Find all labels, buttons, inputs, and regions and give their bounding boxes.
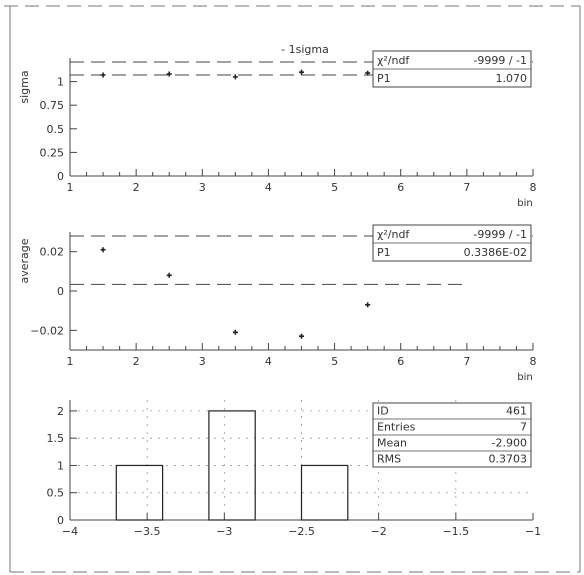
x-tick-label: 5 — [331, 355, 338, 368]
x-axis-label: bin — [517, 198, 532, 209]
x-tick-label: 1 — [67, 355, 74, 368]
histogram-bar — [300, 464, 349, 521]
canvas-frame — [4, 5, 581, 573]
y-tick-label: 0 — [57, 285, 64, 298]
data-point — [365, 70, 371, 76]
stats-value: 0.3703 — [489, 453, 528, 466]
y-tick-label: 1.5 — [47, 432, 65, 445]
y-tick-label: 0 — [57, 514, 64, 527]
x-tick-label: 8 — [530, 355, 537, 368]
y-tick-label: 0 — [57, 170, 64, 183]
panel-title: - 1sigma — [281, 43, 329, 56]
y-tick-label: 0.02 — [40, 246, 65, 259]
data-point — [232, 329, 238, 335]
stats-value: 1.070 — [496, 72, 528, 85]
data-point — [365, 302, 371, 308]
data-point — [232, 74, 238, 80]
data-point — [299, 333, 304, 339]
stats-value: 461 — [506, 405, 527, 418]
x-tick-label: −1 — [525, 525, 541, 538]
y-tick-label: −0.02 — [30, 324, 64, 337]
x-tick-label: 6 — [397, 355, 404, 368]
x-tick-label: 6 — [397, 181, 404, 194]
x-tick-label: −2 — [371, 525, 387, 538]
y-tick-label: 0.5 — [47, 123, 65, 136]
stats-label: RMS — [377, 453, 401, 466]
x-tick-label: 3 — [199, 355, 206, 368]
x-tick-label: 4 — [265, 355, 272, 368]
y-axis-label: average — [18, 238, 31, 283]
x-tick-label: 2 — [133, 355, 140, 368]
y-tick-label: 2 — [57, 405, 64, 418]
sigma-panel: 0 0.25 0.5 0.75 1 1 2 3 4 5 6 7 8 sigma bin - 1sigma χ²/… — [18, 43, 537, 209]
stats-label: Mean — [377, 437, 407, 450]
y-tick-label: 1 — [57, 76, 64, 89]
stats-value: -9999 / -1 — [473, 54, 527, 67]
x-tick-label: −3.5 — [134, 525, 161, 538]
y-tick-label: 0.25 — [40, 146, 65, 159]
histogram-bar — [115, 464, 164, 521]
y-tick-label: 1 — [57, 459, 64, 472]
stats-value: -9999 / -1 — [473, 228, 527, 241]
x-tick-label: 3 — [199, 181, 206, 194]
x-tick-label: −4 — [62, 525, 78, 538]
average-panel: 0.02 0 −0.02 1 2 3 4 5 6 7 8 average bin χ²/ndf -9999 … — [18, 224, 537, 383]
data-point — [166, 71, 172, 77]
data-point — [299, 69, 304, 75]
data-point — [166, 272, 172, 278]
histogram-panel: 0 0.5 1 1.5 2 −4 −3.5 −3 −2.5 −2 −1.5 −1 ID 461 Entrie… — [47, 400, 541, 538]
stats-label: ID — [377, 405, 389, 418]
stats-label: P1 — [377, 246, 391, 259]
data-point — [100, 247, 106, 253]
stats-label: P1 — [377, 72, 391, 85]
x-tick-label: 7 — [463, 355, 470, 368]
stats-label: χ²/ndf — [377, 54, 410, 67]
x-tick-label: 4 — [265, 181, 272, 194]
data-point — [100, 72, 106, 78]
x-tick-label: 2 — [133, 181, 140, 194]
x-axis-label: bin — [517, 372, 532, 383]
x-tick-label: −2.5 — [288, 525, 315, 538]
x-tick-label: 8 — [530, 181, 537, 194]
x-tick-label: 1 — [67, 181, 74, 194]
x-tick-label: 7 — [463, 181, 470, 194]
stats-value: 0.3386E-02 — [464, 246, 527, 259]
y-tick-label: 0.75 — [40, 99, 65, 112]
histogram-bar — [208, 410, 256, 521]
stats-value: 7 — [520, 421, 527, 434]
x-tick-label: −1.5 — [442, 525, 469, 538]
y-tick-label: 0.5 — [47, 487, 65, 500]
x-tick-label: 5 — [331, 181, 338, 194]
stats-label: Entries — [377, 421, 416, 434]
stats-value: -2.900 — [492, 437, 527, 450]
x-tick-label: −3 — [216, 525, 232, 538]
y-axis-label: sigma — [18, 70, 31, 103]
stats-label: χ²/ndf — [377, 228, 410, 241]
